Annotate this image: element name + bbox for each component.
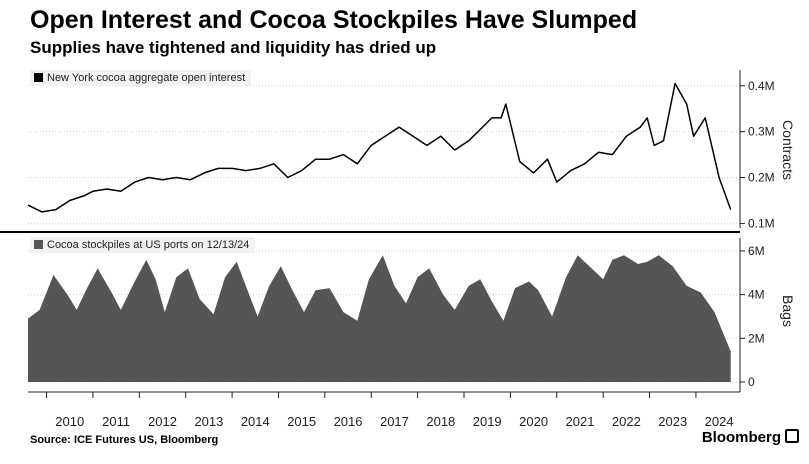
brand-name: Bloomberg xyxy=(701,429,781,446)
xtick-label-1: 2011 xyxy=(102,414,130,429)
data-marks xyxy=(27,82,732,382)
xtick-label-11: 2021 xyxy=(566,414,595,429)
xtick-label-10: 2020 xyxy=(519,414,548,429)
xtick-label-2: 2012 xyxy=(148,414,177,429)
ytick-label-1-1: 2M xyxy=(748,331,765,345)
axes: 0.1M 0.2M 0.3M 0.4M Contracts 0 2M 4M 6M Bags 2010… xyxy=(0,70,796,429)
bloomberg-logo: Bloomberg xyxy=(702,429,799,446)
xtick-label-6: 2016 xyxy=(334,414,363,429)
open-interest-line xyxy=(27,82,732,213)
xtick-label-8: 2018 xyxy=(426,414,455,429)
xtick-label-12: 2022 xyxy=(612,414,641,429)
ytick-label-0-3: 0.4M xyxy=(748,79,775,93)
legend-swatch-line xyxy=(34,73,43,82)
xtick-label-7: 2017 xyxy=(380,414,409,429)
xtick-label-14: 2024 xyxy=(705,414,734,429)
legend-open-interest: New York cocoa aggregate open interest xyxy=(30,70,252,86)
ytick-label-1-2: 4M xyxy=(748,288,765,302)
legend-stockpiles: Cocoa stockpiles at US ports on 12/13/24 xyxy=(30,237,256,253)
xtick-label-4: 2014 xyxy=(241,414,270,429)
xtick-label-13: 2023 xyxy=(658,414,687,429)
xtick-label-3: 2013 xyxy=(194,414,223,429)
source-note: Source: ICE Futures US, Bloomberg xyxy=(30,434,219,446)
xtick-label-9: 2019 xyxy=(473,414,502,429)
legend-label-stockpiles: Cocoa stockpiles at US ports on 12/13/24 xyxy=(47,239,250,251)
xtick-label-5: 2015 xyxy=(287,414,316,429)
legend-label-open-interest: New York cocoa aggregate open interest xyxy=(47,72,246,84)
ytick-label-0-2: 0.3M xyxy=(748,125,775,139)
ytick-label-1-3: 6M xyxy=(748,244,765,258)
ytick-label-1-0: 0 xyxy=(748,375,755,389)
ytick-label-0-1: 0.2M xyxy=(748,171,775,185)
ytick-label-0-0: 0.1M xyxy=(748,216,775,230)
legend-swatch-area xyxy=(34,240,43,249)
y-axis-label-1: Bags xyxy=(780,295,796,327)
stockpiles-area xyxy=(28,255,731,382)
chart-title: Open Interest and Cocoa Stockpiles Have … xyxy=(30,6,638,34)
xtick-label-0: 2010 xyxy=(55,414,84,429)
bloomberg-square-icon xyxy=(785,429,799,443)
y-axis-label-0: Contracts xyxy=(780,120,796,180)
chart-subtitle: Supplies have tightened and liquidity ha… xyxy=(30,38,437,57)
